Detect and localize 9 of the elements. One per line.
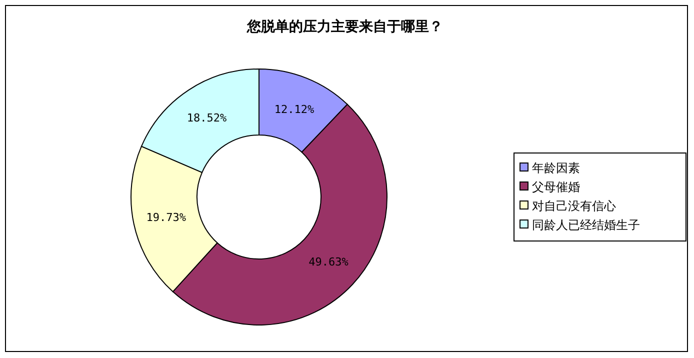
data-label: 12.12% xyxy=(274,102,315,116)
data-label: 49.63% xyxy=(308,256,349,269)
legend-label: 同龄人已经结婚生子 xyxy=(532,218,640,232)
legend-label: 年龄因素 xyxy=(532,161,580,175)
data-label: 19.73% xyxy=(146,211,186,224)
data-label: 18.52% xyxy=(186,112,228,125)
legend-label: 父母催婚 xyxy=(532,180,580,194)
legend-label: 对自己没有信心 xyxy=(532,199,616,213)
chart-title: 您脱单的压力主要来自于哪里？ xyxy=(246,18,443,35)
